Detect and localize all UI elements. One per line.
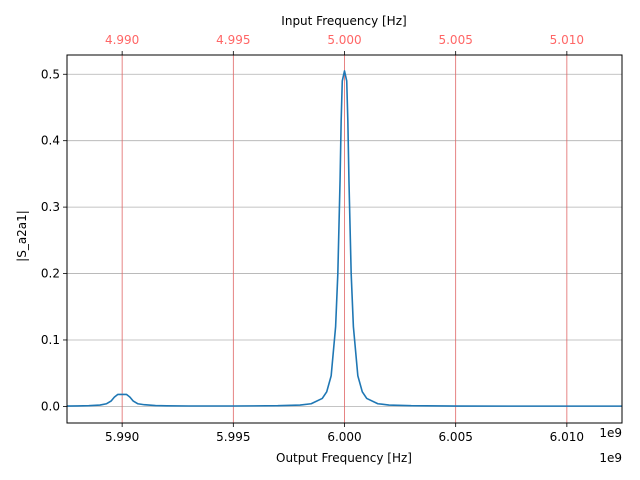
x-tick-label: 6.005 bbox=[438, 430, 472, 444]
series-layer bbox=[66, 70, 622, 407]
top-x-tick-label: 4.990 bbox=[105, 33, 139, 47]
x-tick-label: 6.000 bbox=[327, 430, 361, 444]
y-tick-label: 0.2 bbox=[41, 267, 60, 281]
ticks-layer: 0.0 0.1 0.2 0.3 0.4 0.5 5.990 5.995 6.000 6.005 6.… bbox=[41, 33, 584, 444]
y-tick-label: 0.3 bbox=[41, 200, 60, 214]
x-tick-label: 5.990 bbox=[105, 430, 139, 444]
y-axis-label: |S_a2a1| bbox=[15, 210, 29, 262]
top-x-axis-label: Input Frequency [Hz] bbox=[281, 14, 406, 28]
top-x-tick-label: 5.005 bbox=[438, 33, 472, 47]
y-tick-label: 0.5 bbox=[41, 67, 60, 81]
x-axis-label: Output Frequency [Hz] bbox=[276, 451, 412, 465]
series-line bbox=[66, 70, 622, 407]
y-tick-label: 0.4 bbox=[41, 134, 60, 148]
y-tick-label: 0.1 bbox=[41, 333, 60, 347]
x-tick-label: 5.995 bbox=[216, 430, 250, 444]
top-x-tick-label: 5.000 bbox=[327, 33, 361, 47]
top-x-tick-label: 5.010 bbox=[550, 33, 584, 47]
y-tick-label: 0.0 bbox=[41, 399, 60, 413]
top-x-tick-label: 4.995 bbox=[216, 33, 250, 47]
x-offset-label-top: 1e9 bbox=[599, 426, 622, 440]
x-tick-label: 6.010 bbox=[550, 430, 584, 444]
x-offset-label-bottom: 1e9 bbox=[599, 451, 622, 465]
